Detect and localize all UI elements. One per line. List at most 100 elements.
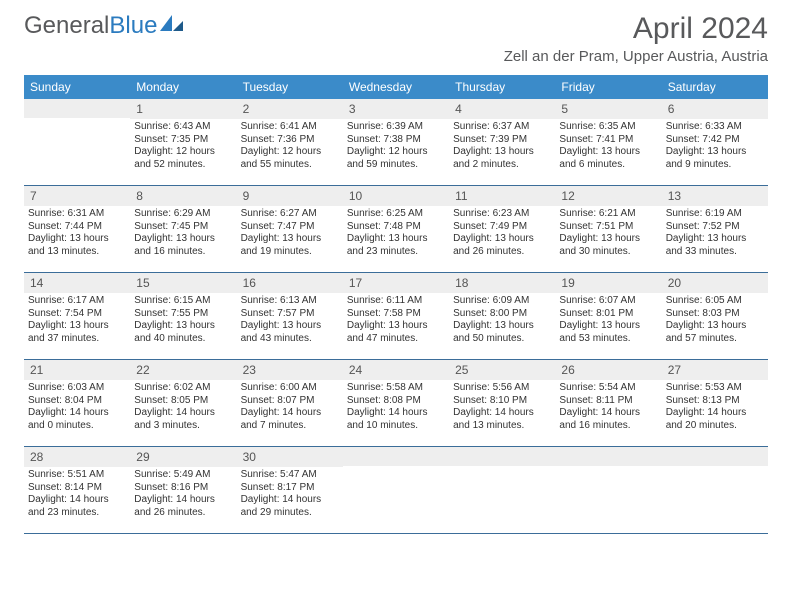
day-info: Sunrise: 6:03 AMSunset: 8:04 PMDaylight:… bbox=[28, 382, 126, 432]
day-info-line: Sunrise: 5:56 AM bbox=[453, 382, 551, 395]
day-number: 14 bbox=[24, 273, 130, 293]
day-info-line: Sunset: 8:07 PM bbox=[241, 395, 339, 408]
day-info-line: Sunset: 8:08 PM bbox=[347, 395, 445, 408]
day-info-line: Daylight: 13 hours bbox=[134, 233, 232, 246]
day-info-line: and 13 minutes. bbox=[453, 420, 551, 433]
calendar-day: 15Sunrise: 6:15 AMSunset: 7:55 PMDayligh… bbox=[130, 273, 236, 359]
day-info: Sunrise: 6:05 AMSunset: 8:03 PMDaylight:… bbox=[666, 295, 764, 345]
day-info-line: Sunset: 7:55 PM bbox=[134, 308, 232, 321]
day-info-line: Daylight: 14 hours bbox=[559, 407, 657, 420]
calendar-day: 20Sunrise: 6:05 AMSunset: 8:03 PMDayligh… bbox=[662, 273, 768, 359]
day-info-line: and 10 minutes. bbox=[347, 420, 445, 433]
day-info-line: and 26 minutes. bbox=[453, 246, 551, 259]
day-info-line: Sunrise: 6:41 AM bbox=[241, 121, 339, 134]
day-info-line: Sunrise: 6:21 AM bbox=[559, 208, 657, 221]
day-info-line: and 29 minutes. bbox=[241, 507, 339, 520]
day-info-line: and 16 minutes. bbox=[134, 246, 232, 259]
calendar-day: 7Sunrise: 6:31 AMSunset: 7:44 PMDaylight… bbox=[24, 186, 130, 272]
day-info-line: Sunrise: 6:19 AM bbox=[666, 208, 764, 221]
day-number: 26 bbox=[555, 360, 661, 380]
day-info: Sunrise: 6:43 AMSunset: 7:35 PMDaylight:… bbox=[134, 121, 232, 171]
day-number: 8 bbox=[130, 186, 236, 206]
day-info-line: and 37 minutes. bbox=[28, 333, 126, 346]
weekday-header: Sunday bbox=[24, 75, 130, 99]
day-info-line: Sunset: 7:41 PM bbox=[559, 134, 657, 147]
calendar-day: 8Sunrise: 6:29 AMSunset: 7:45 PMDaylight… bbox=[130, 186, 236, 272]
calendar-week: 1Sunrise: 6:43 AMSunset: 7:35 PMDaylight… bbox=[24, 99, 768, 186]
day-info-line: and 57 minutes. bbox=[666, 333, 764, 346]
calendar-day bbox=[662, 447, 768, 533]
day-number: 30 bbox=[237, 447, 343, 467]
calendar-week: 7Sunrise: 6:31 AMSunset: 7:44 PMDaylight… bbox=[24, 186, 768, 273]
day-info: Sunrise: 6:19 AMSunset: 7:52 PMDaylight:… bbox=[666, 208, 764, 258]
day-info-line: Daylight: 13 hours bbox=[347, 233, 445, 246]
calendar-day: 2Sunrise: 6:41 AMSunset: 7:36 PMDaylight… bbox=[237, 99, 343, 185]
calendar-day bbox=[449, 447, 555, 533]
day-number: 7 bbox=[24, 186, 130, 206]
day-info-line: Sunset: 8:14 PM bbox=[28, 482, 126, 495]
day-info-line: and 20 minutes. bbox=[666, 420, 764, 433]
day-info-line: Sunrise: 6:15 AM bbox=[134, 295, 232, 308]
day-info-line: Daylight: 14 hours bbox=[241, 494, 339, 507]
day-info-line: Sunrise: 6:31 AM bbox=[28, 208, 126, 221]
day-info-line: Daylight: 13 hours bbox=[666, 146, 764, 159]
day-info-line: Sunrise: 6:29 AM bbox=[134, 208, 232, 221]
day-number: 12 bbox=[555, 186, 661, 206]
calendar-day: 19Sunrise: 6:07 AMSunset: 8:01 PMDayligh… bbox=[555, 273, 661, 359]
day-info-line: and 30 minutes. bbox=[559, 246, 657, 259]
calendar-day: 24Sunrise: 5:58 AMSunset: 8:08 PMDayligh… bbox=[343, 360, 449, 446]
day-info-line: Sunset: 7:36 PM bbox=[241, 134, 339, 147]
day-info: Sunrise: 5:58 AMSunset: 8:08 PMDaylight:… bbox=[347, 382, 445, 432]
day-info: Sunrise: 5:51 AMSunset: 8:14 PMDaylight:… bbox=[28, 469, 126, 519]
day-info-line: Sunrise: 5:54 AM bbox=[559, 382, 657, 395]
day-info: Sunrise: 6:27 AMSunset: 7:47 PMDaylight:… bbox=[241, 208, 339, 258]
day-info: Sunrise: 6:13 AMSunset: 7:57 PMDaylight:… bbox=[241, 295, 339, 345]
day-info-line: Sunset: 8:10 PM bbox=[453, 395, 551, 408]
day-info-line: and 13 minutes. bbox=[28, 246, 126, 259]
calendar-day: 17Sunrise: 6:11 AMSunset: 7:58 PMDayligh… bbox=[343, 273, 449, 359]
day-info: Sunrise: 6:29 AMSunset: 7:45 PMDaylight:… bbox=[134, 208, 232, 258]
day-info: Sunrise: 6:37 AMSunset: 7:39 PMDaylight:… bbox=[453, 121, 551, 171]
calendar: SundayMondayTuesdayWednesdayThursdayFrid… bbox=[24, 75, 768, 534]
day-number: 27 bbox=[662, 360, 768, 380]
day-info-line: Sunset: 8:04 PM bbox=[28, 395, 126, 408]
day-info: Sunrise: 6:21 AMSunset: 7:51 PMDaylight:… bbox=[559, 208, 657, 258]
calendar-week: 28Sunrise: 5:51 AMSunset: 8:14 PMDayligh… bbox=[24, 447, 768, 534]
calendar-header-row: SundayMondayTuesdayWednesdayThursdayFrid… bbox=[24, 75, 768, 99]
day-info-line: and 43 minutes. bbox=[241, 333, 339, 346]
month-title: April 2024 bbox=[504, 12, 768, 46]
day-info-line: Sunrise: 6:11 AM bbox=[347, 295, 445, 308]
day-info-line: Daylight: 13 hours bbox=[28, 320, 126, 333]
day-info-line: and 50 minutes. bbox=[453, 333, 551, 346]
day-info-line: Daylight: 14 hours bbox=[28, 494, 126, 507]
day-info-line: Sunset: 7:54 PM bbox=[28, 308, 126, 321]
day-info-line: and 53 minutes. bbox=[559, 333, 657, 346]
day-number: 15 bbox=[130, 273, 236, 293]
calendar-day: 9Sunrise: 6:27 AMSunset: 7:47 PMDaylight… bbox=[237, 186, 343, 272]
day-info-line: and 55 minutes. bbox=[241, 159, 339, 172]
day-info-line: Daylight: 12 hours bbox=[347, 146, 445, 159]
day-info: Sunrise: 5:47 AMSunset: 8:17 PMDaylight:… bbox=[241, 469, 339, 519]
day-info-line: and 2 minutes. bbox=[453, 159, 551, 172]
day-info-line: Sunset: 7:42 PM bbox=[666, 134, 764, 147]
calendar-day bbox=[343, 447, 449, 533]
day-number: 22 bbox=[130, 360, 236, 380]
day-number: 10 bbox=[343, 186, 449, 206]
calendar-day bbox=[555, 447, 661, 533]
day-number: 21 bbox=[24, 360, 130, 380]
day-number bbox=[555, 447, 661, 466]
day-info-line: and 23 minutes. bbox=[28, 507, 126, 520]
day-number: 6 bbox=[662, 99, 768, 119]
calendar-day: 21Sunrise: 6:03 AMSunset: 8:04 PMDayligh… bbox=[24, 360, 130, 446]
logo-sail-icon bbox=[157, 12, 185, 40]
day-info-line: Daylight: 14 hours bbox=[453, 407, 551, 420]
day-info-line: Sunset: 7:58 PM bbox=[347, 308, 445, 321]
day-number: 20 bbox=[662, 273, 768, 293]
logo-text-general: General bbox=[24, 12, 109, 40]
calendar-day: 6Sunrise: 6:33 AMSunset: 7:42 PMDaylight… bbox=[662, 99, 768, 185]
day-info-line: and 40 minutes. bbox=[134, 333, 232, 346]
day-number: 18 bbox=[449, 273, 555, 293]
calendar-day: 26Sunrise: 5:54 AMSunset: 8:11 PMDayligh… bbox=[555, 360, 661, 446]
weekday-header: Wednesday bbox=[343, 75, 449, 99]
day-number: 1 bbox=[130, 99, 236, 119]
